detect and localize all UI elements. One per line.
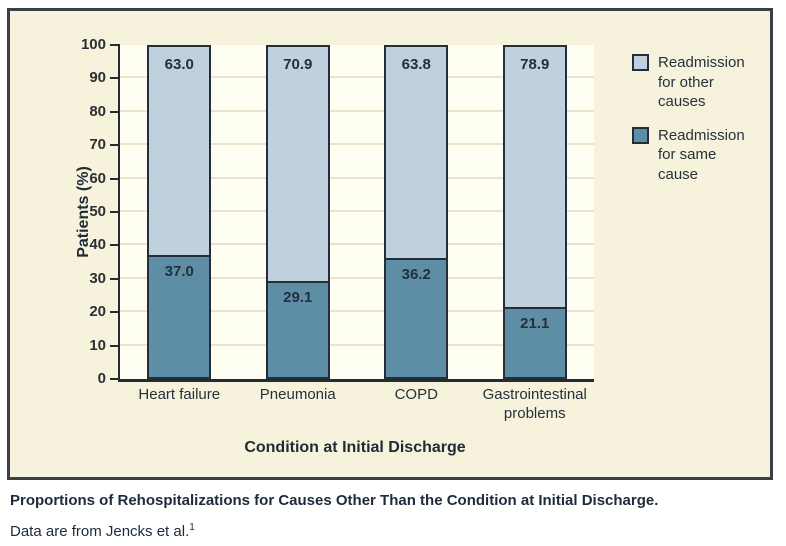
y-axis-tick-label: 70 xyxy=(89,136,106,154)
y-axis-tick xyxy=(110,244,120,247)
bar-segment-other-causes xyxy=(386,47,447,258)
bar-segment-same-cause xyxy=(267,280,328,377)
figure-panel: Patients (%) 0 10 20 30 40 50 60 70 80 90 100 63.0… xyxy=(7,8,773,480)
bar-value-label: 70.9 xyxy=(283,56,313,73)
x-axis-category-label: Heart failure xyxy=(138,386,221,403)
figure-caption-source: Data are from Jencks et al.1 xyxy=(10,522,780,540)
y-axis-tick xyxy=(110,44,120,46)
y-axis-tick-label: 40 xyxy=(89,236,106,254)
bar-value-label: 29.1 xyxy=(283,288,313,306)
stacked-bar: 78.9 21.1 xyxy=(502,45,567,379)
gridline xyxy=(120,143,594,146)
plot-area: Patients (%) 0 10 20 30 40 50 60 70 80 90 100 63.0… xyxy=(75,37,594,422)
legend-label: Readmission for other causes xyxy=(658,54,745,110)
x-axis-category-label: COPD xyxy=(394,386,438,403)
bar-value-label: 36.2 xyxy=(401,265,431,283)
stacked-bar: 63.8 36.2 xyxy=(384,45,449,379)
y-axis-tick xyxy=(110,110,120,113)
y-axis-tick-label: 100 xyxy=(80,36,106,53)
gridline xyxy=(120,210,594,212)
y-axis-tick-label: 30 xyxy=(89,269,106,287)
y-axis-tick-label: 10 xyxy=(89,336,106,354)
bar-value-label: 21.1 xyxy=(520,315,550,333)
stacked-bar: 63.0 37.0 xyxy=(147,45,212,379)
y-axis-tick xyxy=(110,311,120,314)
figure-caption-title: Proportions of Rehospitalizations for Ca… xyxy=(10,492,659,509)
gridline xyxy=(120,109,594,112)
x-axis-category-label: Gastrointestinal problems xyxy=(482,386,587,422)
x-axis-category-label: Pneumonia xyxy=(259,386,336,403)
y-axis-tick-label: 90 xyxy=(89,69,106,87)
y-axis-tick xyxy=(110,177,120,180)
y-axis-tick-label: 20 xyxy=(89,303,106,321)
stacked-bar: 70.9 29.1 xyxy=(265,45,330,379)
legend: Readmission for other causes Readmission… xyxy=(632,53,764,184)
bar-segment-other-causes xyxy=(504,47,565,308)
legend-swatch-same-cause xyxy=(632,126,649,144)
caption-reference-superscript: 1 xyxy=(189,522,195,533)
y-axis-tick xyxy=(110,211,120,213)
bar-value-label: 78.9 xyxy=(520,56,550,73)
y-axis-tick xyxy=(110,378,120,380)
legend-label: Readmission for same cause xyxy=(658,126,745,183)
bar-segment-same-cause xyxy=(504,307,565,377)
bar-segment-same-cause xyxy=(386,257,447,377)
gridline xyxy=(120,276,594,279)
y-axis-tick-label: 60 xyxy=(89,169,106,187)
caption-source-text: Data are from Jencks et al. xyxy=(10,523,190,540)
y-axis-tick-label: 80 xyxy=(89,102,106,120)
y-axis-tick-label: 50 xyxy=(89,203,106,220)
gridline xyxy=(120,176,594,179)
bar-segment-other-causes xyxy=(149,47,210,255)
gridline xyxy=(120,343,594,346)
bar-value-label: 63.0 xyxy=(164,56,194,73)
legend-item-same-cause: Readmission for same cause xyxy=(632,126,764,185)
bar-value-label: 63.8 xyxy=(401,56,431,73)
bar-segment-other-causes xyxy=(267,47,328,281)
bar-value-label: 37.0 xyxy=(164,262,194,280)
gridline xyxy=(120,310,594,313)
y-axis-tick xyxy=(110,77,120,80)
bar-segment-same-cause xyxy=(149,254,210,377)
y-axis-tick xyxy=(110,344,120,347)
y-axis-tick xyxy=(110,144,120,147)
x-axis-title: Condition at Initial Discharge xyxy=(244,439,466,456)
y-axis-tick-label: 0 xyxy=(97,370,106,387)
legend-swatch-other-causes xyxy=(632,54,649,71)
y-axis-tick xyxy=(110,277,120,280)
gridline xyxy=(120,243,594,246)
legend-item-other-causes: Readmission for other causes xyxy=(632,53,764,112)
gridline xyxy=(120,76,594,79)
